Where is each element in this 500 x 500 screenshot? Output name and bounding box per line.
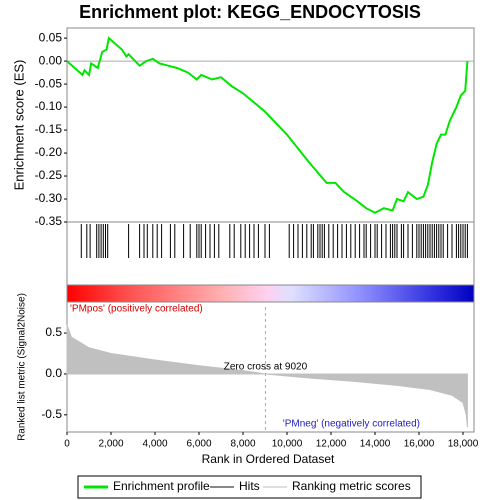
panel-frame bbox=[66, 221, 475, 286]
x-tick-label: 6,000 bbox=[186, 439, 211, 450]
y-tick-label: -0.35 bbox=[35, 214, 63, 228]
x-tick-label: 2,000 bbox=[98, 439, 123, 450]
x-tick-label: 0 bbox=[64, 439, 70, 450]
legend-label: Enrichment profile bbox=[113, 479, 210, 493]
x-tick-label: 4,000 bbox=[142, 439, 167, 450]
panel-frame bbox=[66, 27, 475, 223]
enrichment-profile bbox=[66, 36, 469, 214]
y-axis-label: Enrichment score (ES) bbox=[11, 60, 26, 191]
y-tick-label: 0.00 bbox=[39, 53, 63, 67]
x-tick-label: 10,000 bbox=[272, 439, 303, 450]
legend-label: Hits bbox=[239, 479, 260, 493]
y-tick-label: -0.05 bbox=[35, 76, 63, 90]
y-tick-label: -0.25 bbox=[35, 168, 63, 182]
x-tick-label: 8,000 bbox=[230, 439, 255, 450]
x-tick-label: 16,000 bbox=[404, 439, 435, 450]
x-tick-label: 18,000 bbox=[448, 439, 479, 450]
y2-axis-label: Ranked list metric (Signal2Noise) bbox=[17, 293, 28, 441]
zero-cross-label: Zero cross at 9020 bbox=[224, 362, 308, 373]
y-tick-label: -0.10 bbox=[35, 99, 63, 113]
y2-tick-label: -0.5 bbox=[41, 407, 62, 421]
y-tick-label: -0.30 bbox=[35, 191, 63, 205]
x-tick-label: 14,000 bbox=[360, 439, 391, 450]
color-bar bbox=[67, 285, 474, 302]
legend-label: Ranking metric scores bbox=[292, 479, 411, 493]
y2-tick-label: 0.5 bbox=[45, 325, 62, 339]
y-tick-label: -0.20 bbox=[35, 145, 63, 159]
chart-title: Enrichment plot: KEGG_ENDOCYTOSIS bbox=[79, 2, 421, 22]
metric-area bbox=[66, 324, 468, 428]
y-tick-label: 0.05 bbox=[39, 30, 63, 44]
pos-label: 'PMpos' (positively correlated) bbox=[70, 304, 203, 315]
legend bbox=[77, 475, 422, 499]
y2-tick-label: 0.0 bbox=[45, 366, 62, 380]
y-tick-label: -0.15 bbox=[35, 122, 63, 136]
neg-label: 'PMneg' (negatively correlated) bbox=[283, 419, 420, 430]
x-axis-label: Rank in Ordered Dataset bbox=[202, 452, 335, 466]
x-tick-label: 12,000 bbox=[316, 439, 347, 450]
